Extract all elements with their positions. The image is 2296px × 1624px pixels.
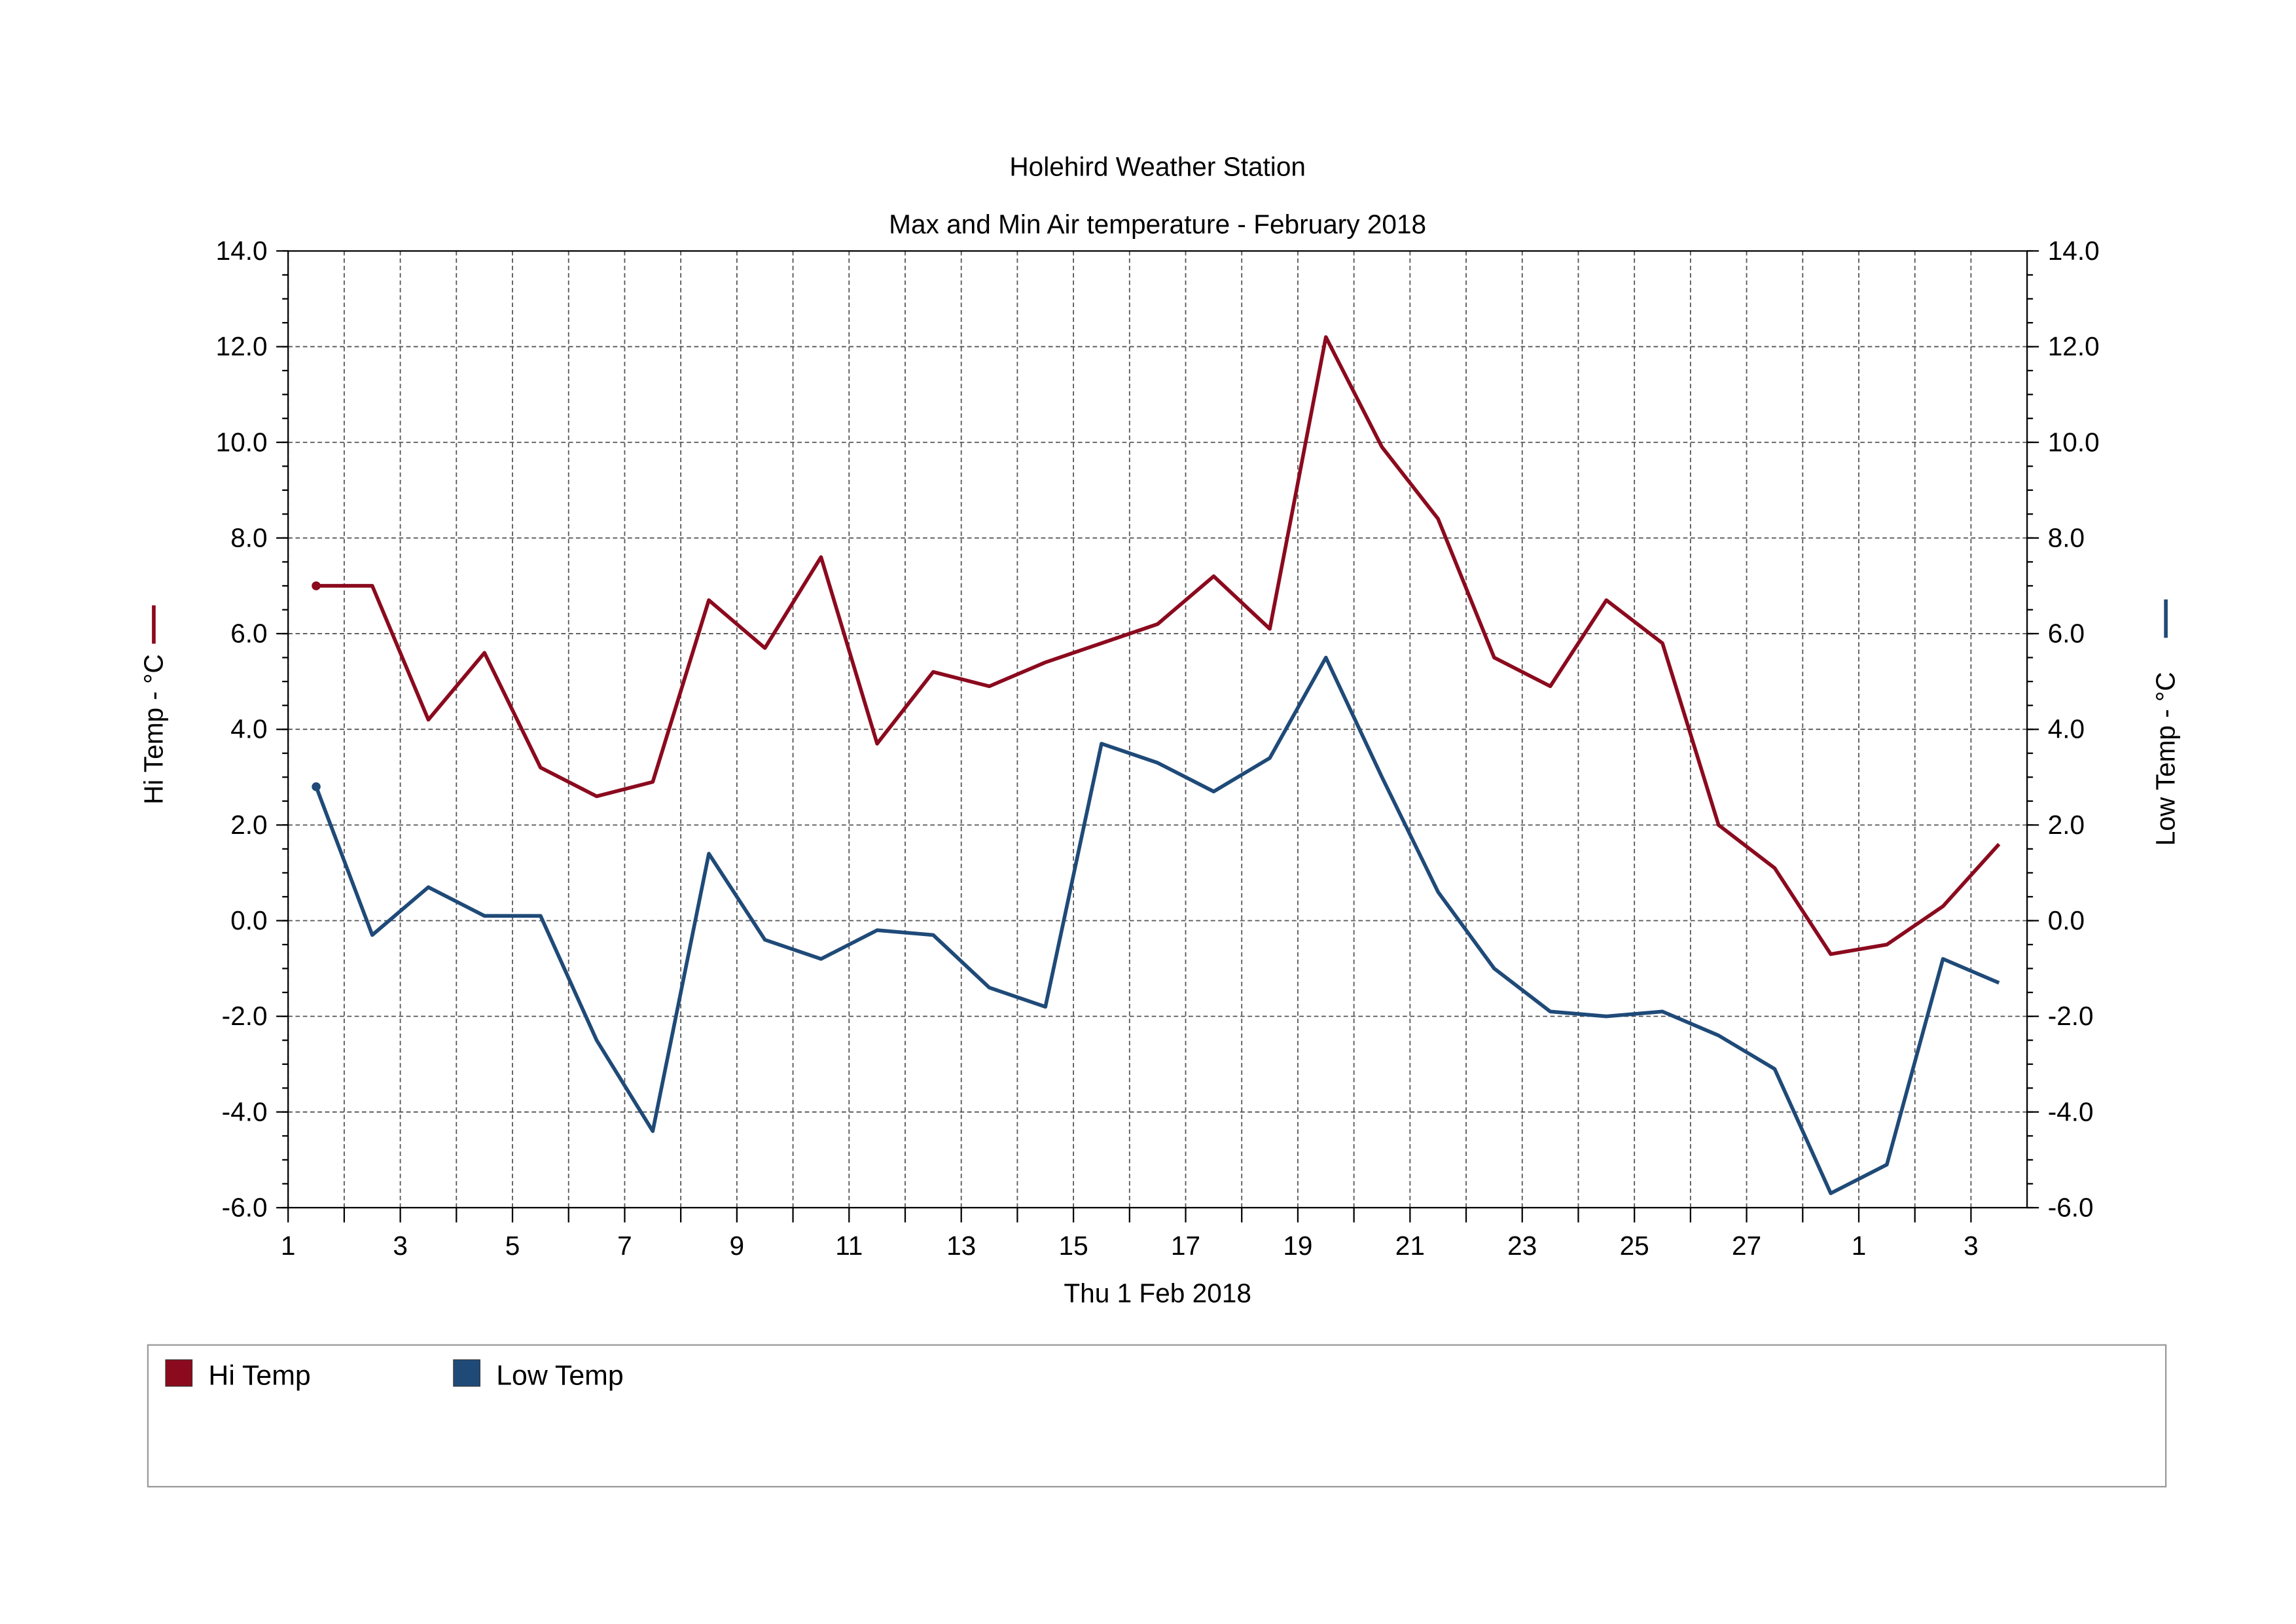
y2-tick-label: -4.0 xyxy=(2048,1096,2094,1127)
chart-subtitle: Max and Min Air temperature - February 2… xyxy=(889,209,1426,239)
y2-tick-label: -2.0 xyxy=(2048,1001,2094,1031)
plot-frame xyxy=(287,250,2028,1209)
y-tick-label: 14.0 xyxy=(216,236,268,266)
y-tick-label: 6.0 xyxy=(230,619,267,649)
x-tick-label: 7 xyxy=(617,1231,632,1261)
series-start-marker xyxy=(312,782,321,791)
x-tick-label: 1 xyxy=(281,1231,296,1261)
x-tick-label: 3 xyxy=(1964,1231,1979,1261)
y-tick-label: 2.0 xyxy=(230,810,267,840)
legend-label: Hi Temp xyxy=(208,1360,310,1392)
x-tick-label: 27 xyxy=(1732,1231,1761,1261)
series-line xyxy=(316,335,2001,956)
x-tick-label: 23 xyxy=(1507,1231,1537,1261)
legend-swatch xyxy=(453,1359,480,1387)
y-tick-label: -4.0 xyxy=(222,1096,268,1127)
x-tick-label: 1 xyxy=(1852,1231,1867,1261)
x-tick-label: 17 xyxy=(1171,1231,1200,1261)
y-tick-label: 0.0 xyxy=(230,905,267,935)
x-tick-label: 3 xyxy=(393,1231,408,1261)
y-tick-label: 12.0 xyxy=(216,331,268,361)
x-tick-label: 15 xyxy=(1059,1231,1088,1261)
legend-swatch xyxy=(165,1359,193,1387)
x-tick-label: 25 xyxy=(1620,1231,1649,1261)
x-tick-label: 11 xyxy=(835,1231,863,1261)
series-start-marker xyxy=(312,581,321,590)
x-tick-label: 5 xyxy=(505,1231,520,1261)
y2-tick-label: 8.0 xyxy=(2048,522,2085,552)
y2-axis-label: Low Temp - °C xyxy=(2151,672,2181,846)
y2-tick-label: 14.0 xyxy=(2048,236,2100,266)
y-tick-label: -2.0 xyxy=(222,1001,268,1031)
chart-title: Holehird Weather Station xyxy=(1009,151,1306,181)
y-axis-label: Hi Temp - °C xyxy=(138,654,168,804)
legend-label: Low Temp xyxy=(496,1360,624,1392)
y2-tick-label: 6.0 xyxy=(2048,619,2085,649)
x-tick-label: 9 xyxy=(730,1231,745,1261)
y-tick-label: -6.0 xyxy=(222,1192,268,1222)
x-tick-label: 19 xyxy=(1283,1231,1312,1261)
y2-tick-label: -6.0 xyxy=(2048,1192,2094,1222)
y-tick-label: 4.0 xyxy=(230,714,267,744)
y2-tick-label: 0.0 xyxy=(2048,905,2085,935)
x-axis-label: Thu 1 Feb 2018 xyxy=(1064,1278,1251,1308)
series-line xyxy=(314,655,2000,1195)
y2-tick-label: 10.0 xyxy=(2048,427,2100,457)
y2-tick-label: 2.0 xyxy=(2048,810,2085,840)
y-tick-label: 10.0 xyxy=(216,427,268,457)
x-tick-label: 21 xyxy=(1395,1231,1425,1261)
y2-tick-label: 4.0 xyxy=(2048,714,2085,744)
legend-box xyxy=(147,1344,2167,1488)
x-tick-label: 13 xyxy=(946,1231,976,1261)
y2-tick-label: 12.0 xyxy=(2048,331,2100,361)
y-tick-label: 8.0 xyxy=(230,522,267,552)
